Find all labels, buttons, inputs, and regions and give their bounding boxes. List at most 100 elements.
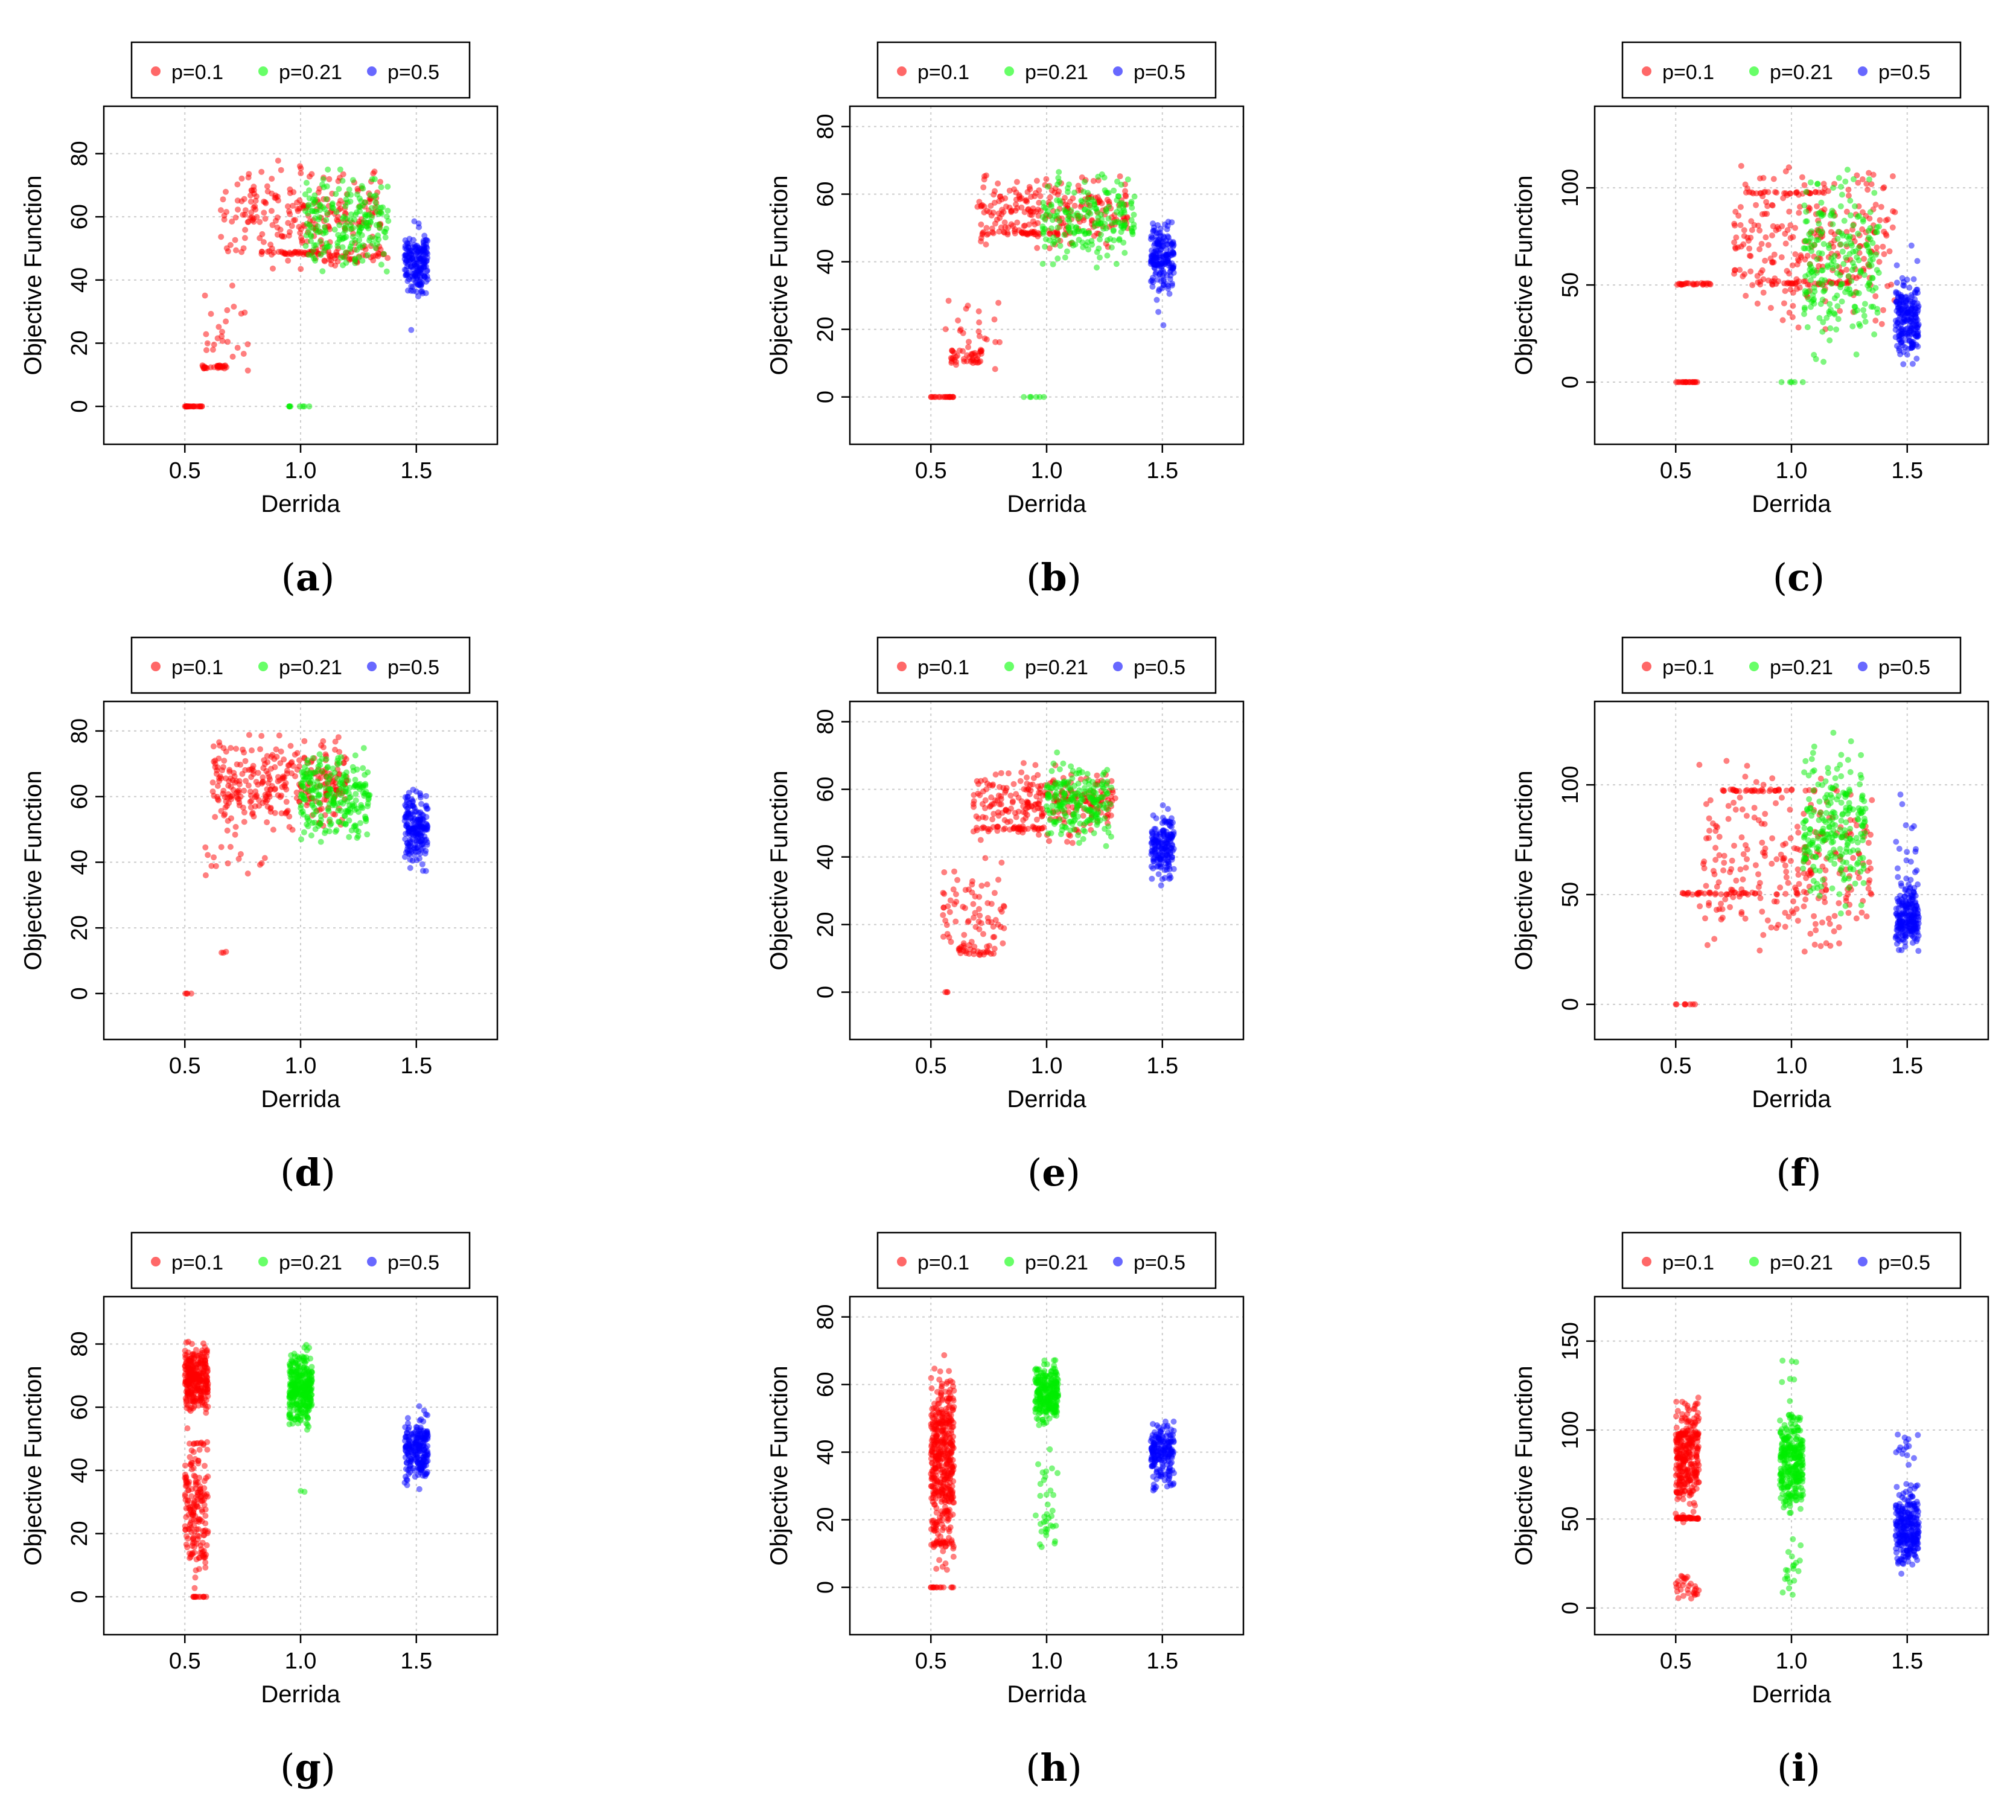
data-point: [982, 855, 989, 861]
data-point: [1806, 231, 1813, 237]
x-tick-label: 1.5: [400, 1053, 432, 1079]
data-point: [334, 240, 341, 246]
panel-d: p=0.1 p=0.21 p=0.5 0.5 1.0 1.5 Derrida 0 20 40 60 8…: [0, 595, 616, 1195]
data-point: [272, 809, 278, 816]
data-point: [1906, 921, 1913, 927]
data-point: [238, 310, 244, 317]
data-point: [360, 782, 367, 788]
data-point: [981, 173, 987, 179]
legend: p=0.1 p=0.21 p=0.5: [130, 1231, 471, 1289]
data-point: [1831, 311, 1838, 318]
data-point: [419, 867, 426, 874]
data-point: [1024, 189, 1031, 195]
data-point: [1762, 853, 1768, 859]
data-point: [1170, 819, 1176, 826]
data-point: [1909, 299, 1916, 305]
data-point: [1089, 241, 1096, 248]
data-point: [1833, 326, 1840, 333]
data-point: [1155, 871, 1162, 878]
y-tick-label: 20: [67, 330, 92, 356]
data-point: [1784, 192, 1790, 199]
data-point: [1090, 177, 1097, 184]
data-point: [1108, 784, 1115, 791]
data-point: [1794, 918, 1801, 924]
data-point: [1801, 856, 1807, 863]
data-point: [1836, 900, 1842, 907]
data-point: [1788, 786, 1795, 793]
data-point: [1854, 847, 1861, 854]
data-point: [238, 175, 245, 182]
data-point: [1079, 228, 1086, 234]
data-point: [1868, 304, 1875, 310]
data-point: [247, 766, 254, 773]
data-point: [302, 191, 308, 197]
data-point: [219, 337, 226, 344]
data-point: [223, 749, 229, 755]
data-point: [1794, 866, 1801, 873]
data-point: [1066, 181, 1072, 188]
data-point: [1816, 220, 1822, 227]
data-point: [1813, 829, 1820, 836]
data-point: [1739, 806, 1746, 813]
scatter-plot-e: p=0.1 p=0.21 p=0.50.5 1.0 1.5Derrida02040608…: [766, 636, 1245, 1113]
data-point: [940, 912, 946, 918]
data-point: [337, 254, 344, 261]
data-point: [978, 777, 984, 784]
data-point: [215, 365, 221, 371]
data-point: [1789, 314, 1796, 321]
x-axis-label: Derrida: [261, 491, 340, 517]
data-point: [1845, 193, 1852, 199]
data-point: [1061, 780, 1067, 787]
data-point: [1836, 891, 1843, 898]
data-point: [1838, 281, 1845, 288]
points: [928, 169, 1177, 400]
data-point: [365, 796, 372, 803]
points: [182, 1338, 431, 1600]
y-tick-label: 80: [67, 718, 92, 744]
data-point: [243, 777, 249, 784]
legend-label: p=0.5: [388, 1251, 439, 1274]
y-tick-label: 60: [67, 784, 92, 809]
data-point: [1843, 208, 1850, 215]
data-point: [1755, 222, 1761, 229]
data-point: [418, 838, 424, 845]
data-point: [242, 226, 249, 233]
data-point: [1850, 866, 1857, 873]
data-point: [1114, 197, 1120, 203]
x-tick-label: 0.5: [1660, 458, 1692, 484]
data-point: [209, 346, 216, 353]
data-point: [371, 168, 378, 175]
data-point: [313, 242, 319, 249]
data-point: [1148, 252, 1155, 259]
data-point: [1827, 212, 1834, 219]
data-point: [1011, 186, 1018, 193]
y-tick-label: 50: [1558, 882, 1583, 907]
data-point: [409, 284, 416, 290]
legend: p=0.1 p=0.21 p=0.5: [876, 41, 1217, 99]
data-point: [1109, 220, 1115, 226]
data-point: [234, 181, 241, 188]
data-point: [1892, 209, 1898, 216]
data-point: [1855, 244, 1862, 251]
data-point: [1759, 839, 1766, 846]
data-point: [1075, 832, 1081, 838]
data-point: [303, 179, 310, 186]
data-point: [294, 206, 301, 212]
data-point: [1789, 262, 1796, 269]
data-point: [1077, 213, 1083, 220]
scatter-plot-a: p=0.1 p=0.21 p=0.50.5 1.0 1.5Derrida02040608…: [20, 41, 499, 517]
data-point: [344, 191, 351, 198]
data-point: [1851, 304, 1858, 310]
data-point: [1765, 241, 1772, 248]
data-point: [1100, 802, 1106, 808]
data-point: [1091, 223, 1098, 229]
data-point: [311, 784, 318, 791]
data-point: [1069, 775, 1076, 782]
data-point: [362, 771, 368, 778]
data-point: [406, 276, 412, 283]
data-point: [1152, 846, 1159, 852]
data-point: [259, 231, 266, 237]
data-point: [1010, 826, 1016, 832]
data-point: [1826, 301, 1833, 307]
